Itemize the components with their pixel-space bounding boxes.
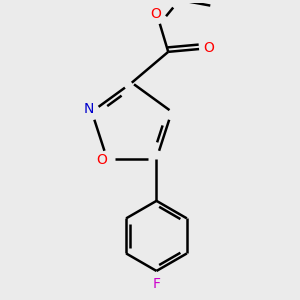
Text: O: O: [150, 7, 161, 21]
Text: F: F: [152, 277, 160, 291]
Text: N: N: [84, 102, 94, 116]
Text: O: O: [203, 40, 214, 55]
Text: O: O: [96, 153, 107, 167]
